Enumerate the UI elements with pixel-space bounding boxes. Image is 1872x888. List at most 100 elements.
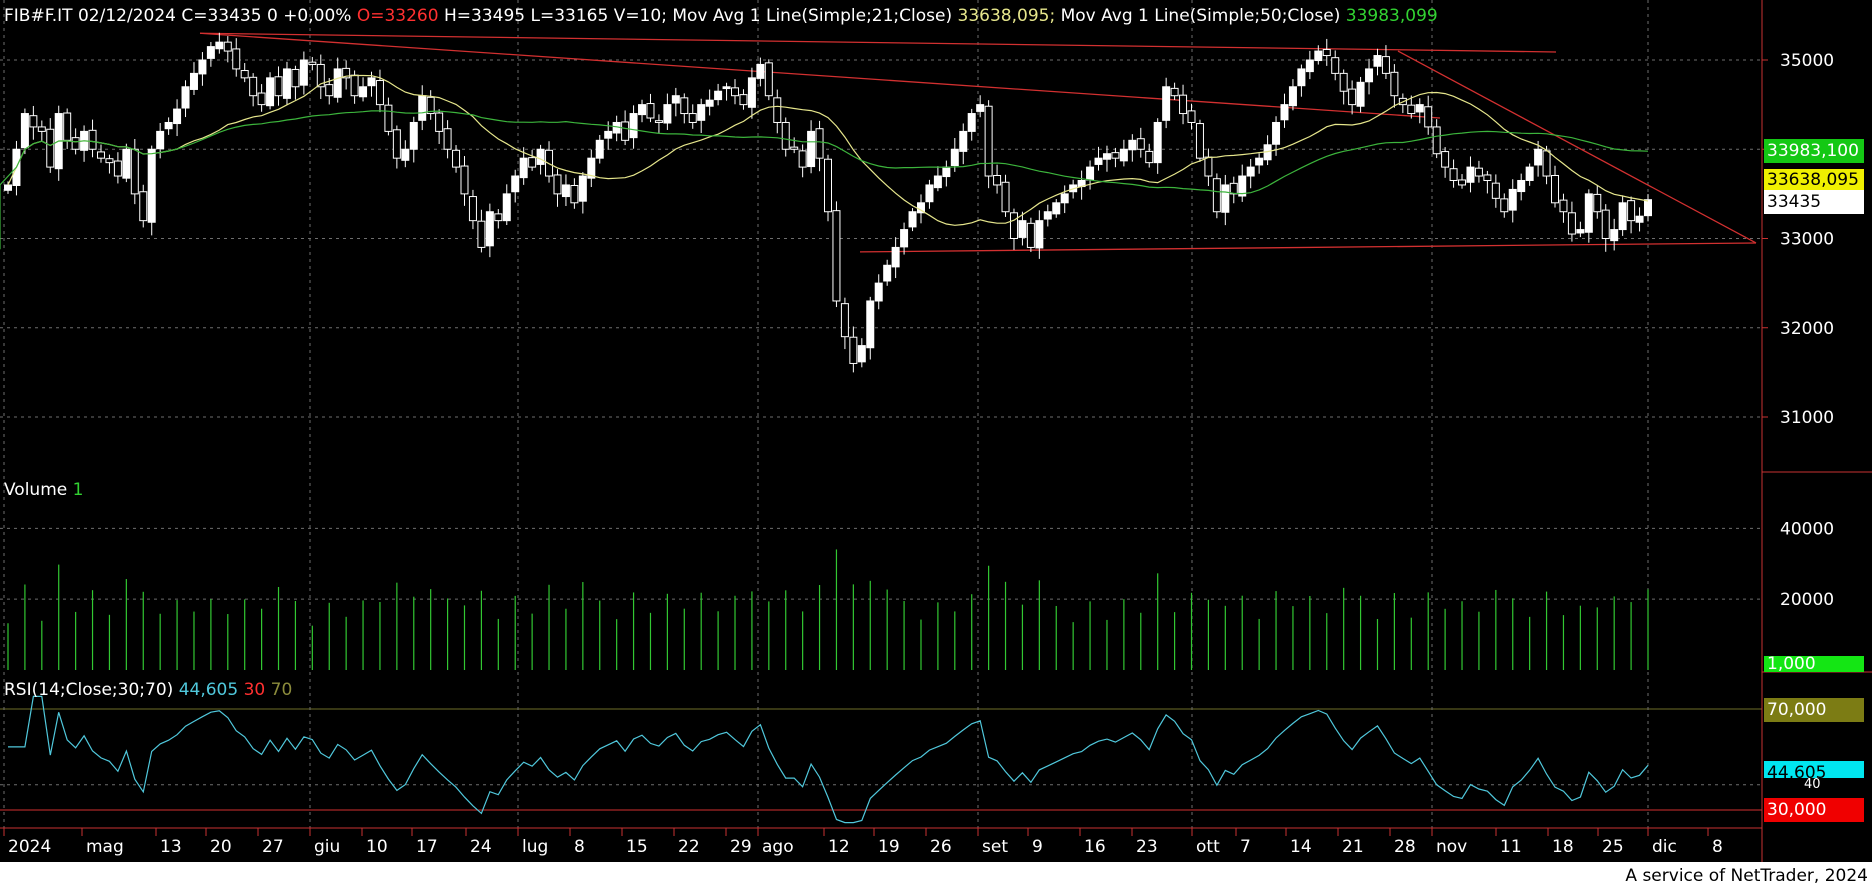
candle-body xyxy=(705,99,714,107)
candle-body xyxy=(1246,166,1255,177)
candle-body xyxy=(883,264,892,282)
candle-body xyxy=(688,113,697,123)
candle-body xyxy=(1229,182,1238,195)
candle-body xyxy=(342,67,351,79)
candle-body xyxy=(925,184,934,203)
candle-body xyxy=(1204,156,1213,177)
candle-body xyxy=(443,128,452,150)
candle-body xyxy=(976,104,985,112)
candle-body xyxy=(266,77,275,107)
footer-credit: A service of NetTrader, 2024 xyxy=(1625,866,1868,886)
candle-body xyxy=(1086,166,1095,181)
candle-body xyxy=(173,108,182,125)
candle-body xyxy=(528,157,537,168)
candle-body xyxy=(1026,222,1035,248)
candle-body xyxy=(1415,104,1424,113)
candle-body xyxy=(392,129,401,159)
candle-body xyxy=(359,86,368,98)
time-tick-label: 17 xyxy=(416,837,438,857)
candle-body xyxy=(595,139,604,159)
rsi-line-path xyxy=(8,695,1649,824)
volume-bars xyxy=(7,549,1649,670)
candle-body xyxy=(1136,138,1145,150)
candle-body xyxy=(646,103,655,119)
candle-body xyxy=(1128,139,1137,151)
candle-body xyxy=(215,41,224,50)
candle-body xyxy=(139,191,148,222)
volume-value: V=10; xyxy=(613,6,667,26)
candle-body xyxy=(308,61,317,65)
rsi30-tag: 30,000 xyxy=(1764,798,1864,822)
candle-body xyxy=(113,160,122,177)
price-tick-label: 33000 xyxy=(1780,230,1834,250)
candle-body xyxy=(1356,81,1365,107)
candle-body xyxy=(654,120,663,123)
candle-body xyxy=(1272,121,1281,145)
candle-body xyxy=(1212,178,1221,213)
footer-bar xyxy=(0,862,1872,888)
candle-body xyxy=(781,121,790,150)
candle-body xyxy=(477,220,486,248)
volume-tick-label: 20000 xyxy=(1780,590,1834,610)
price-tick-label: 35000 xyxy=(1780,51,1834,71)
candle-body xyxy=(418,95,427,121)
candle-body xyxy=(1221,184,1230,213)
time-tick-label: 13 xyxy=(160,837,182,857)
candle-body xyxy=(1559,199,1568,213)
candle-body xyxy=(291,68,300,88)
candle-body xyxy=(1111,152,1120,159)
candle-body xyxy=(671,95,680,104)
candle-body xyxy=(933,175,942,189)
candle-body xyxy=(722,86,731,90)
candle-body xyxy=(891,246,900,268)
candle-body xyxy=(1119,148,1128,162)
candle-body xyxy=(257,92,266,106)
candle-body xyxy=(908,211,917,228)
ma21-line xyxy=(7,74,1649,226)
symbol: FIB#F.IT xyxy=(4,6,73,26)
candle-body xyxy=(325,84,334,97)
time-tick-label: giu xyxy=(314,837,340,857)
candle-body xyxy=(1322,48,1331,57)
candle-body xyxy=(4,184,12,191)
time-tick-label: 2024 xyxy=(8,837,51,857)
candle-body xyxy=(942,166,951,178)
candle-body xyxy=(409,121,418,150)
candle-body xyxy=(756,63,765,79)
candle-body xyxy=(88,129,97,150)
price-tick-label: 32000 xyxy=(1780,319,1834,339)
ma21-value: 33638,095; xyxy=(957,6,1056,26)
candle-body xyxy=(1060,193,1069,204)
trendline-descending xyxy=(1397,50,1757,244)
candle-body xyxy=(156,130,165,150)
candle-body xyxy=(1009,212,1018,240)
candle-body xyxy=(206,46,215,59)
candle-body xyxy=(790,146,799,150)
candle-body xyxy=(959,130,968,152)
candle-body xyxy=(1001,181,1010,213)
candle-body xyxy=(1567,212,1576,235)
candle-body xyxy=(435,112,444,132)
ma21-label: Mov Avg 1 Line(Simple;21;Close) xyxy=(672,6,953,26)
candle-body xyxy=(697,104,706,121)
candle-body xyxy=(1635,215,1644,223)
candle-body xyxy=(29,115,38,128)
candle-body xyxy=(1500,198,1509,213)
time-tick-label: lug xyxy=(522,837,548,857)
candle-body xyxy=(316,63,325,88)
candle-body xyxy=(130,148,139,195)
axes: 350003400033000320003100040000200002024m… xyxy=(0,0,1872,862)
change-value: 0 +0,00% xyxy=(266,6,352,26)
time-tick-label: nov xyxy=(1436,837,1467,857)
time-tick-label: mag xyxy=(86,837,124,857)
time-tick-label: ott xyxy=(1196,837,1220,857)
ma21-tag: 33638,095 xyxy=(1764,169,1864,191)
time-tick-label: 11 xyxy=(1500,837,1522,857)
time-tick-label: 25 xyxy=(1602,837,1624,857)
candle-body xyxy=(629,113,638,139)
candle-body xyxy=(798,150,807,168)
time-tick-label: 24 xyxy=(470,837,492,857)
candle-body xyxy=(1094,157,1103,165)
trendline-upper xyxy=(199,32,1441,119)
